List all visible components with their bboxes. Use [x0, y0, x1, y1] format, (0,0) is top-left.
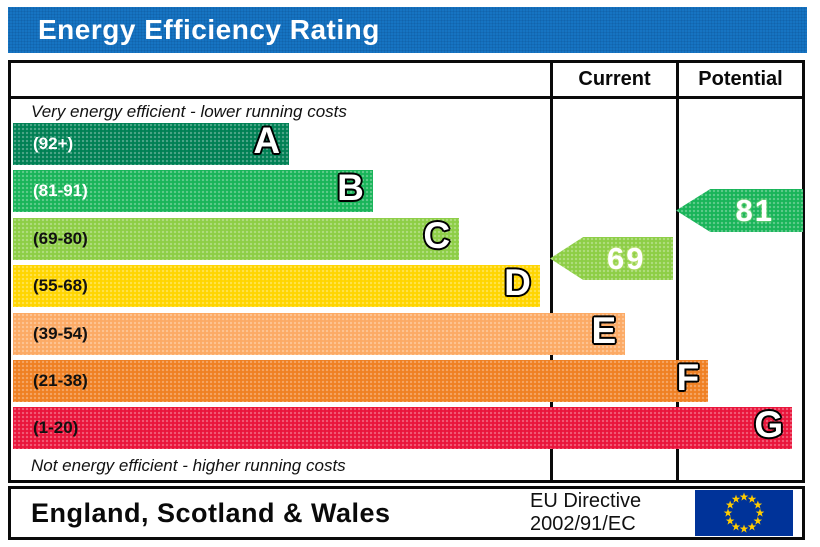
band-row: (1-20) G — [13, 404, 793, 449]
header-current: Current — [550, 63, 676, 96]
band-range-label: (39-54) — [33, 324, 88, 343]
eu-flag-star — [731, 522, 741, 531]
band-letter: C — [423, 215, 451, 256]
eu-flag-star — [747, 494, 757, 503]
band-range-label: (92+) — [33, 134, 74, 153]
eu-flag-star — [753, 516, 763, 525]
band-range-label: (1-20) — [33, 418, 79, 437]
eu-directive-line1: EU Directive — [530, 490, 642, 512]
footer-bar: England, Scotland & Wales EU Directive 2… — [8, 486, 805, 540]
band-row: (39-54) E — [13, 310, 626, 355]
eu-directive-label: EU Directive 2002/91/EC — [530, 490, 641, 536]
band-row: (55-68) D — [13, 262, 540, 307]
eu-flag-star — [739, 524, 749, 533]
band-letter: G — [754, 404, 784, 445]
band-letter: F — [676, 357, 700, 398]
column-divider-current — [550, 99, 553, 480]
table-body: Very energy efficient - lower running co… — [11, 99, 802, 480]
band-letter: A — [253, 120, 281, 161]
eu-flag-star — [731, 494, 741, 503]
table-header-row: Current Potential — [11, 63, 802, 99]
band-row: (21-38) F — [13, 357, 709, 402]
band-letter: B — [337, 167, 364, 208]
eu-flag-star — [723, 508, 733, 517]
top-note: Very energy efficient - lower running co… — [31, 102, 347, 121]
footer-region-label: England, Scotland & Wales — [31, 498, 391, 528]
eu-flag-star — [753, 500, 763, 509]
title-bar: Energy Efficiency Rating — [8, 7, 807, 53]
eu-flag-star — [725, 500, 735, 509]
eu-flag-star — [725, 516, 735, 525]
header-potential: Potential — [676, 63, 802, 96]
header-spacer — [11, 63, 550, 96]
band-range-label: (21-38) — [33, 371, 88, 390]
potential-rating-value: 81 — [735, 193, 774, 228]
eu-flag-icon — [695, 490, 793, 536]
band-row: (81-91) B — [13, 167, 373, 212]
band-letter: D — [504, 262, 531, 303]
column-divider-potential — [676, 99, 679, 480]
band-row: (92+) A — [13, 120, 290, 165]
eu-directive-line2: 2002/91/EC — [530, 513, 636, 535]
band-range-label: (55-68) — [33, 276, 88, 295]
current-rating-value: 69 — [607, 241, 646, 276]
eu-flag-star — [739, 492, 749, 501]
rating-table: Current Potential Very energy efficient … — [8, 60, 805, 483]
band-row: (69-80) C — [13, 215, 460, 260]
eu-flag-star — [747, 522, 757, 531]
band-range-label: (69-80) — [33, 229, 88, 248]
page-title: Energy Efficiency Rating — [38, 14, 380, 45]
bottom-note: Not energy efficient - higher running co… — [31, 456, 346, 475]
eu-flag-star — [755, 508, 765, 517]
band-letter: E — [591, 310, 617, 351]
band-range-label: (81-91) — [33, 181, 88, 200]
